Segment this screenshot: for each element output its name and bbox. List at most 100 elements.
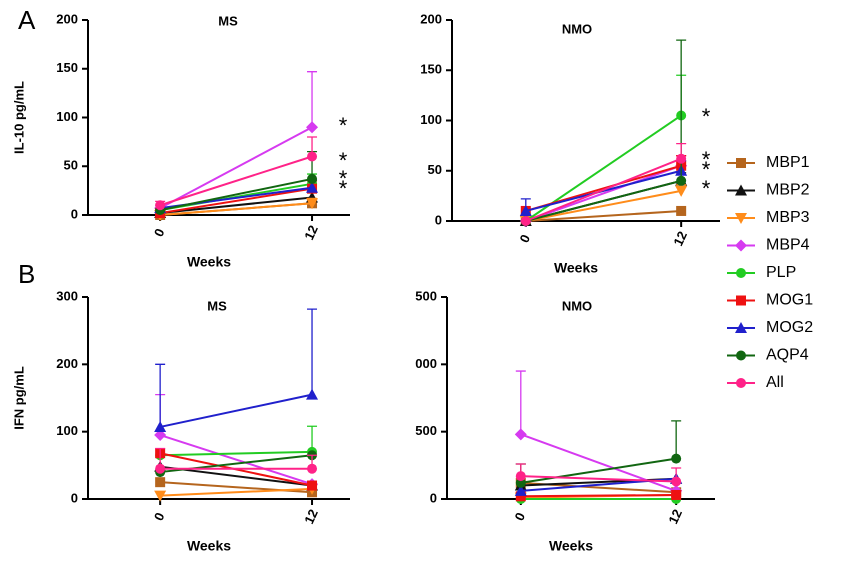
y-tick-label: 300 — [56, 288, 78, 303]
series-line — [520, 493, 677, 498]
significance-mark: * — [702, 176, 711, 201]
x-tick-label: 12 — [301, 223, 321, 242]
y-tick-label: 200 — [420, 11, 442, 26]
y-tick-label: 200 — [56, 356, 78, 371]
chart-title: NMO — [562, 298, 592, 313]
marker — [154, 429, 167, 442]
significance-mark: * — [339, 113, 348, 138]
x-tick-label: 0 — [517, 232, 534, 245]
y-tick-label: 200 — [56, 11, 78, 26]
error-bar — [671, 420, 682, 459]
error-bar — [307, 308, 318, 395]
series-line — [159, 155, 313, 207]
marker — [155, 463, 166, 474]
y-tick-label: 500 — [415, 288, 437, 303]
y-tick-label: 0 — [71, 490, 78, 505]
series-line — [159, 126, 313, 210]
marker — [736, 158, 746, 168]
series-line — [160, 202, 313, 216]
marker — [514, 484, 527, 496]
marker — [514, 428, 527, 441]
panel-label: A — [18, 5, 36, 35]
x-tick-label: 0 — [151, 510, 168, 523]
x-tick-label: 0 — [512, 510, 529, 523]
y-tick-label: 50 — [428, 162, 442, 177]
marker — [671, 453, 682, 464]
legend-label: MBP1 — [766, 154, 810, 171]
legend-label: All — [766, 374, 784, 391]
series-line — [525, 189, 682, 222]
x-axis-label: Weeks — [187, 254, 231, 270]
x-axis-label: Weeks — [554, 260, 598, 276]
marker — [671, 476, 682, 487]
significance-mark: * — [339, 176, 348, 201]
significance-mark: * — [339, 166, 348, 191]
y-tick-label: 500 — [415, 423, 437, 438]
significance-mark: * — [702, 147, 711, 172]
marker — [736, 268, 746, 278]
marker — [306, 388, 319, 400]
legend-label: AQP4 — [766, 347, 809, 364]
marker — [306, 198, 319, 210]
marker — [154, 420, 167, 432]
legend-label: MBP3 — [766, 209, 810, 226]
significance-mark: * — [702, 104, 711, 129]
legend-label: PLP — [766, 264, 796, 281]
y-tick-label: 100 — [56, 109, 78, 124]
marker — [154, 490, 167, 502]
marker — [306, 181, 319, 193]
series-line — [159, 393, 313, 428]
series-line — [525, 209, 682, 222]
y-tick-label: 000 — [415, 356, 437, 371]
marker — [736, 378, 746, 388]
marker — [155, 477, 166, 488]
legend-label: MOG2 — [766, 319, 813, 336]
series-line — [525, 179, 682, 222]
error-bar — [515, 370, 526, 435]
x-tick-label: 12 — [665, 507, 685, 526]
marker — [307, 480, 318, 491]
y-tick-label: 150 — [420, 62, 442, 77]
y-tick-label: 0 — [430, 490, 437, 505]
series-line — [159, 187, 313, 215]
x-tick-label: 12 — [670, 229, 690, 248]
y-tick-label: 50 — [64, 158, 78, 173]
y-axis-label: IFN pg/mL — [11, 366, 26, 430]
y-tick-label: 0 — [435, 212, 442, 227]
series-line — [160, 450, 313, 457]
error-bar — [155, 363, 166, 427]
y-tick-label: 150 — [56, 60, 78, 75]
series-line — [160, 487, 313, 497]
series-line — [520, 475, 677, 483]
marker — [676, 153, 687, 164]
marker — [520, 216, 531, 226]
y-axis-label: IL-10 pg/mL — [11, 81, 26, 154]
chart-title: MS — [207, 298, 227, 313]
y-tick-label: 0 — [71, 206, 78, 221]
marker — [735, 239, 747, 252]
legend-label: MBP4 — [766, 237, 810, 254]
marker — [676, 205, 687, 216]
marker — [735, 184, 747, 196]
x-tick-label: 0 — [151, 226, 168, 239]
marker — [155, 200, 166, 211]
marker — [736, 350, 746, 361]
series-line — [525, 157, 682, 222]
marker — [306, 121, 319, 134]
series-line — [525, 164, 682, 222]
series-line — [160, 196, 313, 215]
marker — [515, 471, 526, 482]
chart-title: NMO — [562, 21, 592, 36]
error-bar — [307, 71, 318, 128]
marker — [671, 489, 682, 500]
marker — [675, 185, 688, 197]
marker — [736, 295, 746, 306]
y-tick-label: 100 — [420, 112, 442, 127]
marker — [735, 322, 747, 333]
series-line — [520, 457, 677, 484]
chart-title: MS — [218, 13, 238, 28]
x-axis-label: Weeks — [187, 538, 231, 554]
marker — [519, 204, 532, 216]
series-line — [159, 177, 313, 212]
